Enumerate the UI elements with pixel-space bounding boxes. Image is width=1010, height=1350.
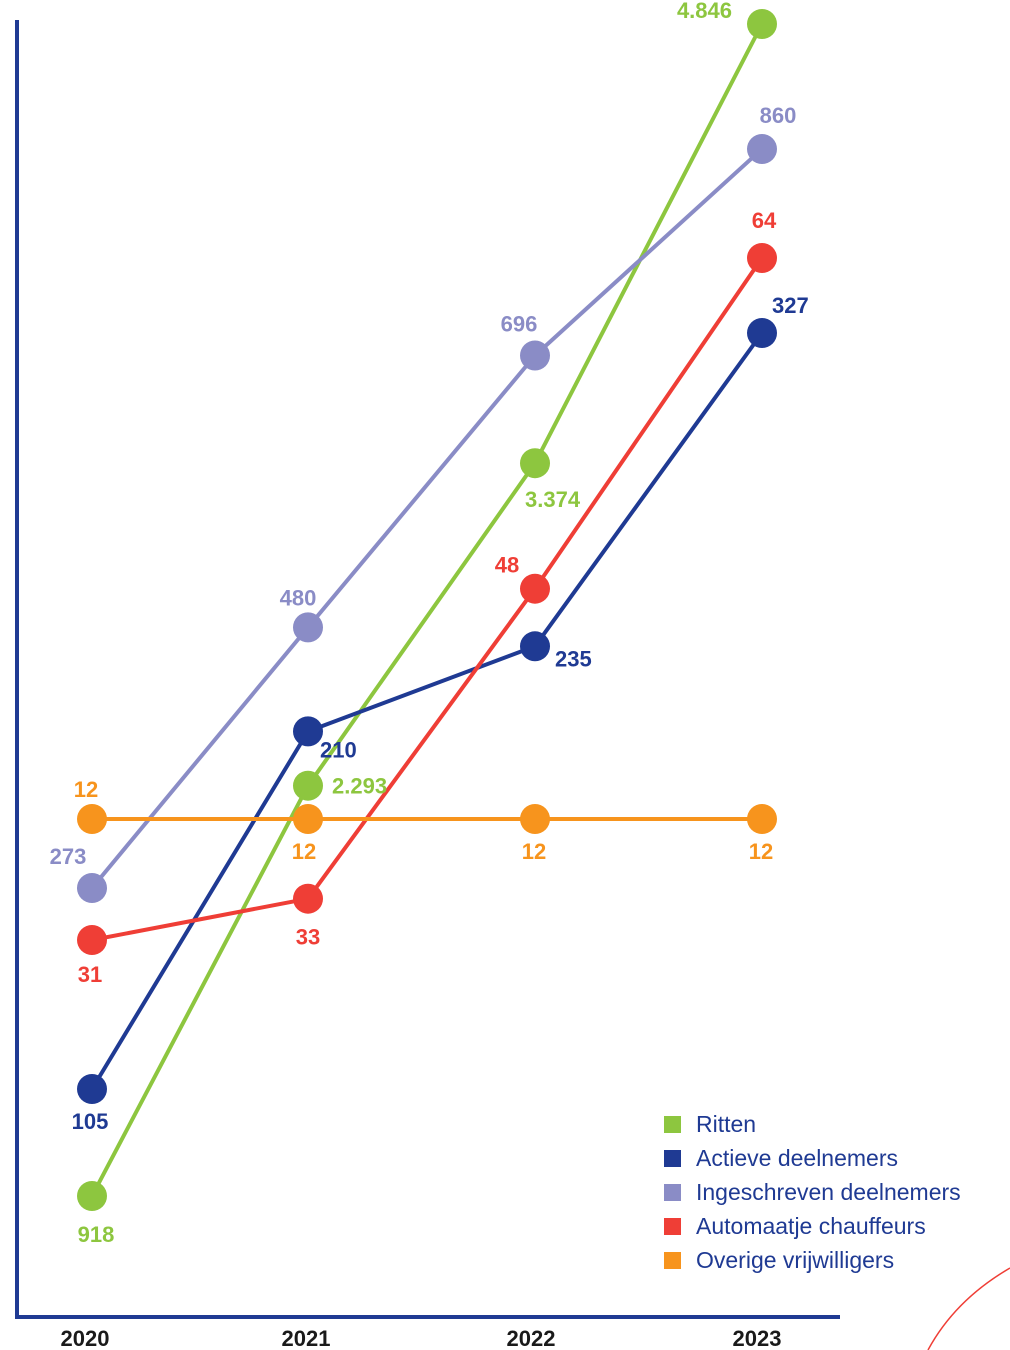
data-label-ritten: 3.374 bbox=[525, 487, 581, 512]
legend-swatch-ritten bbox=[664, 1116, 681, 1133]
data-label-ingeschreven-deelnemers: 480 bbox=[280, 585, 317, 610]
data-label-ingeschreven-deelnemers: 273 bbox=[50, 844, 87, 869]
legend-swatch-actieve-deelnemers bbox=[664, 1150, 681, 1167]
data-label-overige-vrijwilligers: 12 bbox=[292, 839, 316, 864]
data-label-overige-vrijwilligers: 12 bbox=[74, 777, 98, 802]
data-point-ritten bbox=[520, 448, 550, 479]
legend-label-ingeschreven-deelnemers: Ingeschreven deelnemers bbox=[696, 1179, 961, 1205]
x-tick-label: 2020 bbox=[61, 1326, 110, 1350]
data-label-ingeschreven-deelnemers: 860 bbox=[760, 103, 797, 128]
data-point-overige-vrijwilligers bbox=[747, 804, 777, 834]
data-point-ingeschreven-deelnemers bbox=[747, 134, 777, 164]
series-automaatje-chauffeurs bbox=[77, 243, 777, 955]
series-overige-vrijwilligers bbox=[77, 804, 777, 834]
data-label-overige-vrijwilligers: 12 bbox=[522, 839, 546, 864]
data-point-automaatje-chauffeurs bbox=[520, 573, 550, 604]
legend-label-overige-vrijwilligers: Overige vrijwilligers bbox=[696, 1247, 894, 1273]
data-label-automaatje-chauffeurs: 64 bbox=[752, 208, 777, 233]
data-point-automaatje-chauffeurs bbox=[293, 883, 323, 914]
data-point-ritten bbox=[77, 1181, 107, 1211]
series-line-ritten bbox=[90, 23, 764, 1197]
data-label-ritten: 4.846 bbox=[677, 0, 732, 23]
data-point-ingeschreven-deelnemers bbox=[77, 873, 107, 903]
data-label-ritten: 918 bbox=[78, 1222, 115, 1247]
data-point-overige-vrijwilligers bbox=[293, 804, 323, 834]
data-point-ritten bbox=[293, 770, 323, 801]
data-point-overige-vrijwilligers bbox=[520, 804, 550, 834]
series-ingeschreven-deelnemers bbox=[77, 134, 777, 903]
series-actieve-deelnemers bbox=[77, 318, 777, 1104]
x-tick-layer: 2020 2021 2022 2023 bbox=[61, 1326, 782, 1350]
data-point-ingeschreven-deelnemers bbox=[293, 612, 323, 643]
series-ritten bbox=[77, 9, 777, 1211]
data-label-actieve-deelnemers: 105 bbox=[72, 1109, 109, 1134]
data-point-actieve-deelnemers bbox=[293, 716, 323, 747]
legend: Ritten Actieve deelnemers Ingeschreven dee… bbox=[664, 1111, 961, 1273]
data-label-automaatje-chauffeurs: 33 bbox=[296, 925, 320, 950]
data-label-actieve-deelnemers: 210 bbox=[320, 737, 357, 762]
data-point-actieve-deelnemers bbox=[747, 318, 777, 348]
data-point-overige-vrijwilligers bbox=[77, 804, 107, 834]
data-label-layer: 918 2.293 3.374 4.846 105 210 235 327 273 480 696 8… bbox=[50, 0, 809, 1247]
series-line-automaatje-chauffeurs bbox=[91, 256, 764, 942]
series-line-actieve-deelnemers bbox=[90, 331, 764, 1091]
data-label-ingeschreven-deelnemers: 696 bbox=[501, 311, 538, 336]
x-tick-label: 2021 bbox=[282, 1326, 331, 1350]
decorative-swoosh bbox=[927, 1267, 1010, 1350]
data-label-ritten: 2.293 bbox=[332, 774, 387, 799]
x-tick-label: 2023 bbox=[733, 1326, 782, 1350]
legend-label-actieve-deelnemers: Actieve deelnemers bbox=[696, 1145, 898, 1171]
data-point-actieve-deelnemers bbox=[77, 1074, 107, 1104]
data-point-actieve-deelnemers bbox=[520, 631, 550, 662]
x-tick-label: 2022 bbox=[507, 1326, 556, 1350]
data-label-automaatje-chauffeurs: 48 bbox=[495, 553, 519, 578]
data-point-ritten bbox=[747, 9, 777, 39]
legend-swatch-automaatje-chauffeurs bbox=[664, 1218, 681, 1235]
data-label-automaatje-chauffeurs: 31 bbox=[78, 962, 102, 987]
legend-swatch-ingeschreven-deelnemers bbox=[664, 1184, 681, 1201]
series-layer bbox=[77, 9, 777, 1211]
legend-label-automaatje-chauffeurs: Automaatje chauffeurs bbox=[696, 1213, 926, 1239]
series-line-ingeschreven-deelnemers bbox=[90, 147, 764, 890]
legend-label-ritten: Ritten bbox=[696, 1111, 756, 1137]
legend-swatch-overige-vrijwilligers bbox=[664, 1252, 681, 1269]
data-point-automaatje-chauffeurs bbox=[77, 925, 107, 955]
data-label-actieve-deelnemers: 235 bbox=[555, 646, 592, 671]
data-point-automaatje-chauffeurs bbox=[747, 243, 777, 273]
data-label-overige-vrijwilligers: 12 bbox=[749, 839, 773, 864]
data-label-actieve-deelnemers: 327 bbox=[772, 293, 809, 318]
data-point-ingeschreven-deelnemers bbox=[520, 340, 550, 371]
